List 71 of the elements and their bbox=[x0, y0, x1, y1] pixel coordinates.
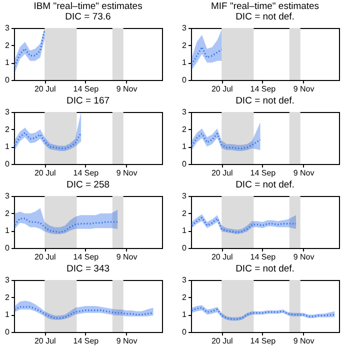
y-tick-label: 1 bbox=[5, 142, 10, 152]
y-tick-label: 1 bbox=[182, 226, 188, 236]
y-tick-label: 0 bbox=[182, 244, 188, 252]
y-tick-label: 2 bbox=[182, 40, 188, 50]
x-tick-label: 20 Jul bbox=[34, 84, 56, 94]
x-tick-label: 14 Sep bbox=[73, 168, 100, 178]
y-tick-label: 2 bbox=[182, 292, 188, 302]
chart-title: DIC = not def. bbox=[236, 180, 294, 190]
x-tick-label: 9 Nov bbox=[116, 84, 138, 94]
chart-title: DIC = 167 bbox=[66, 96, 110, 106]
y-tick-label: 1 bbox=[5, 310, 10, 320]
y-tick-label: 1 bbox=[182, 142, 188, 152]
chart-subtitle: DIC = 73.6 bbox=[65, 12, 111, 22]
x-tick-label: 20 Jul bbox=[34, 168, 56, 178]
line-series bbox=[191, 132, 262, 150]
chart-title: DIC = not def. bbox=[236, 96, 294, 106]
x-tick-label: 20 Jul bbox=[211, 84, 234, 94]
x-tick-label: 9 Nov bbox=[293, 336, 314, 346]
x-tick-label: 9 Nov bbox=[116, 336, 138, 346]
chart-subtitle: DIC = not def. bbox=[236, 12, 294, 22]
y-tick-label: 0 bbox=[182, 328, 188, 336]
y-tick-label: 3 bbox=[182, 24, 188, 32]
y-tick-label: 3 bbox=[182, 108, 188, 116]
chart-title: DIC = 343 bbox=[66, 264, 110, 274]
y-tick-label: 2 bbox=[182, 124, 188, 134]
y-tick-label: 0 bbox=[5, 244, 10, 252]
x-tick-label: 14 Sep bbox=[250, 168, 276, 178]
x-tick-label: 14 Sep bbox=[250, 84, 276, 94]
x-tick-label: 14 Sep bbox=[250, 336, 276, 346]
line-series bbox=[14, 306, 154, 319]
chart-title: DIC = 258 bbox=[66, 180, 110, 190]
line-series bbox=[14, 28, 46, 67]
x-tick-label: 9 Nov bbox=[293, 168, 314, 178]
y-tick-label: 3 bbox=[5, 192, 10, 200]
x-tick-label: 14 Sep bbox=[73, 336, 100, 346]
x-tick-label: 14 Sep bbox=[73, 252, 100, 262]
y-tick-label: 0 bbox=[5, 76, 10, 84]
x-tick-label: 20 Jul bbox=[34, 336, 56, 346]
y-tick-label: 1 bbox=[5, 58, 10, 68]
x-tick-label: 20 Jul bbox=[211, 336, 234, 346]
x-tick-label: 20 Jul bbox=[211, 252, 234, 262]
y-tick-label: 2 bbox=[5, 208, 10, 218]
y-tick-label: 1 bbox=[182, 58, 188, 68]
x-tick-label: 9 Nov bbox=[116, 252, 138, 262]
y-tick-label: 0 bbox=[5, 160, 10, 168]
y-tick-label: 0 bbox=[182, 160, 188, 168]
y-tick-label: 3 bbox=[182, 192, 188, 200]
y-tick-label: 3 bbox=[182, 276, 188, 284]
chart-title: IBM "real–time" estimates bbox=[34, 1, 143, 12]
x-tick-label: 14 Sep bbox=[73, 84, 100, 94]
x-tick-label: 20 Jul bbox=[211, 168, 234, 178]
y-tick-label: 2 bbox=[182, 208, 188, 218]
y-tick-label: 2 bbox=[5, 40, 10, 50]
y-tick-label: 0 bbox=[182, 76, 188, 84]
y-tick-label: 3 bbox=[5, 276, 10, 284]
line-series bbox=[14, 132, 82, 150]
chart-title: DIC = not def. bbox=[236, 264, 294, 274]
y-tick-label: 3 bbox=[5, 24, 10, 32]
y-tick-label: 0 bbox=[5, 328, 10, 336]
x-tick-label: 20 Jul bbox=[34, 252, 56, 262]
x-tick-label: 9 Nov bbox=[116, 168, 138, 178]
x-tick-label: 14 Sep bbox=[250, 252, 276, 262]
y-tick-label: 2 bbox=[5, 292, 10, 302]
y-tick-label: 2 bbox=[5, 124, 10, 134]
x-tick-label: 9 Nov bbox=[293, 84, 314, 94]
chart-title: MIF "real–time" estimates bbox=[210, 1, 320, 12]
y-tick-label: 1 bbox=[5, 226, 10, 236]
x-tick-label: 9 Nov bbox=[293, 252, 314, 262]
y-tick-label: 3 bbox=[5, 108, 10, 116]
line-series bbox=[14, 218, 118, 234]
y-tick-label: 1 bbox=[182, 310, 188, 320]
